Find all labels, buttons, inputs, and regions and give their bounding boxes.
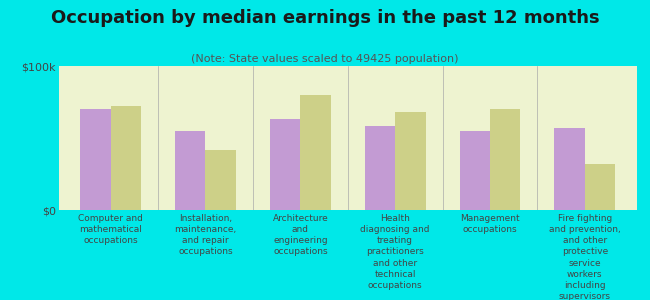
Bar: [554, 128, 585, 210]
Bar: [111, 106, 141, 210]
Bar: [270, 119, 300, 210]
Bar: [300, 95, 331, 210]
Bar: [205, 149, 236, 210]
Bar: [490, 109, 521, 210]
Bar: [460, 131, 490, 210]
Bar: [395, 112, 426, 210]
Bar: [175, 131, 205, 210]
Bar: [585, 164, 615, 210]
Bar: [365, 127, 395, 210]
Text: Occupation by median earnings in the past 12 months: Occupation by median earnings in the pas…: [51, 9, 599, 27]
Text: (Note: State values scaled to 49425 population): (Note: State values scaled to 49425 popu…: [191, 54, 459, 64]
Bar: [81, 109, 110, 210]
